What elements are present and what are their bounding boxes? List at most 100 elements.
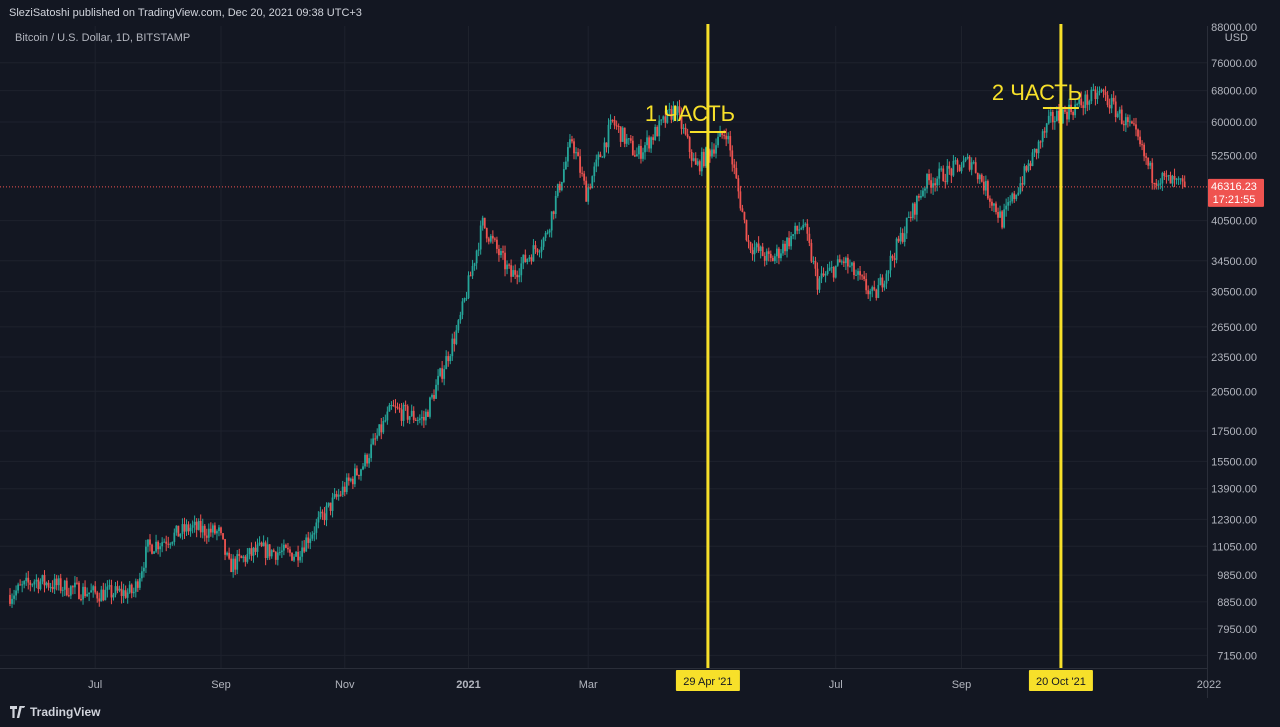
candle-body [445,356,448,370]
candle-body [522,254,525,264]
candle-body [646,137,648,146]
symbol-title[interactable]: Bitcoin / U.S. Dollar, 1D, BITSTAMP [15,32,190,44]
candle-body [1029,163,1032,167]
candle-body [481,217,484,226]
candle-body [248,548,251,555]
candle-body [745,219,748,241]
candle-body [638,145,640,155]
candle-body [999,211,1001,218]
candle-body [528,257,531,259]
annotation-label: 1 ЧАСТЬ [645,101,735,126]
candle-body [510,265,513,277]
candle-body [755,243,758,248]
price-axis[interactable]: 76000.00 68000.00 60000.00 52500.00 40500.00… [1208,22,1264,662]
candle-body [970,162,973,170]
candle-body [749,242,752,251]
candle-body [960,167,963,172]
candle-body [455,330,458,344]
candle-body [323,513,326,521]
candle-body [422,416,425,421]
candle-body [751,250,754,255]
candle-body [867,290,870,295]
candle-body [453,338,456,344]
candle-body [309,538,312,543]
tradingview-logo-icon[interactable] [10,706,26,718]
candle-body [216,531,218,534]
candle-body [812,261,815,263]
candle-body [280,550,283,553]
candle-body [589,187,592,189]
candle-body [725,135,728,140]
candle-body [1088,101,1091,105]
candle-body [595,159,598,167]
candle-body [613,119,616,126]
candle-body [230,558,233,573]
candle-body [642,152,644,159]
candle-body [214,525,216,534]
candle-body [246,554,249,562]
candle-body [1011,193,1014,202]
candle-body [696,161,699,165]
candle-body [447,356,450,362]
candle-body [140,571,143,579]
candle-body [1161,172,1164,184]
candle-body [1023,166,1026,185]
candle-body [347,477,350,481]
price-tick-label: 60000.00 [1211,117,1257,129]
time-axis[interactable]: Jul Sep Nov 2021 Mar Jul Sep 2022 29 Apr '21 20 O… [88,670,1221,691]
candle-body [871,287,874,291]
candle-body [209,528,212,533]
candle-body [913,203,916,215]
candle-body [715,145,717,154]
candle-body [285,544,287,548]
candle-body [473,263,476,266]
candle-body [1094,89,1097,100]
candle-body [238,554,241,556]
candle-body [268,544,271,557]
candle-body [76,582,78,584]
candle-body [256,544,259,552]
candle-body [974,162,977,173]
candle-body [1055,110,1058,121]
candle-body [873,287,876,290]
candle-body [686,134,689,138]
candle-body [775,248,778,257]
candle-body [106,586,109,590]
candle-body [700,151,703,172]
tradingview-brand[interactable]: TradingView [30,705,101,719]
candle-body [1122,123,1125,126]
candle-body [853,262,855,276]
candle-body [402,404,405,421]
candle-body [676,106,679,116]
candle-body [814,261,817,269]
candle-body [688,137,691,153]
candle-body [112,594,115,598]
candle-body [63,580,66,590]
candle-body [881,277,884,288]
candle-body [374,438,377,440]
candle-body [1019,183,1022,193]
candle-body [1021,183,1024,185]
candle-body [932,183,935,188]
candle-body [1035,148,1038,154]
candle-body [61,589,64,591]
candle-body [1064,109,1066,112]
current-price-countdown: 17:21:55 [1213,194,1256,206]
candle-body [504,252,506,270]
candle-body [86,594,88,597]
candle-body [796,225,799,231]
candle-body [262,542,265,547]
current-price-value: 46316.23 [1211,181,1257,193]
candle-body [74,582,76,588]
candle-body [711,149,713,157]
candle-body [167,543,170,545]
candle-body [863,276,866,280]
candle-body [583,173,586,181]
candle-body [668,109,671,111]
candle-body [179,533,182,537]
candle-body [289,549,291,553]
candle-body [552,211,555,215]
candle-body [274,551,277,560]
candle-body [1157,184,1160,186]
